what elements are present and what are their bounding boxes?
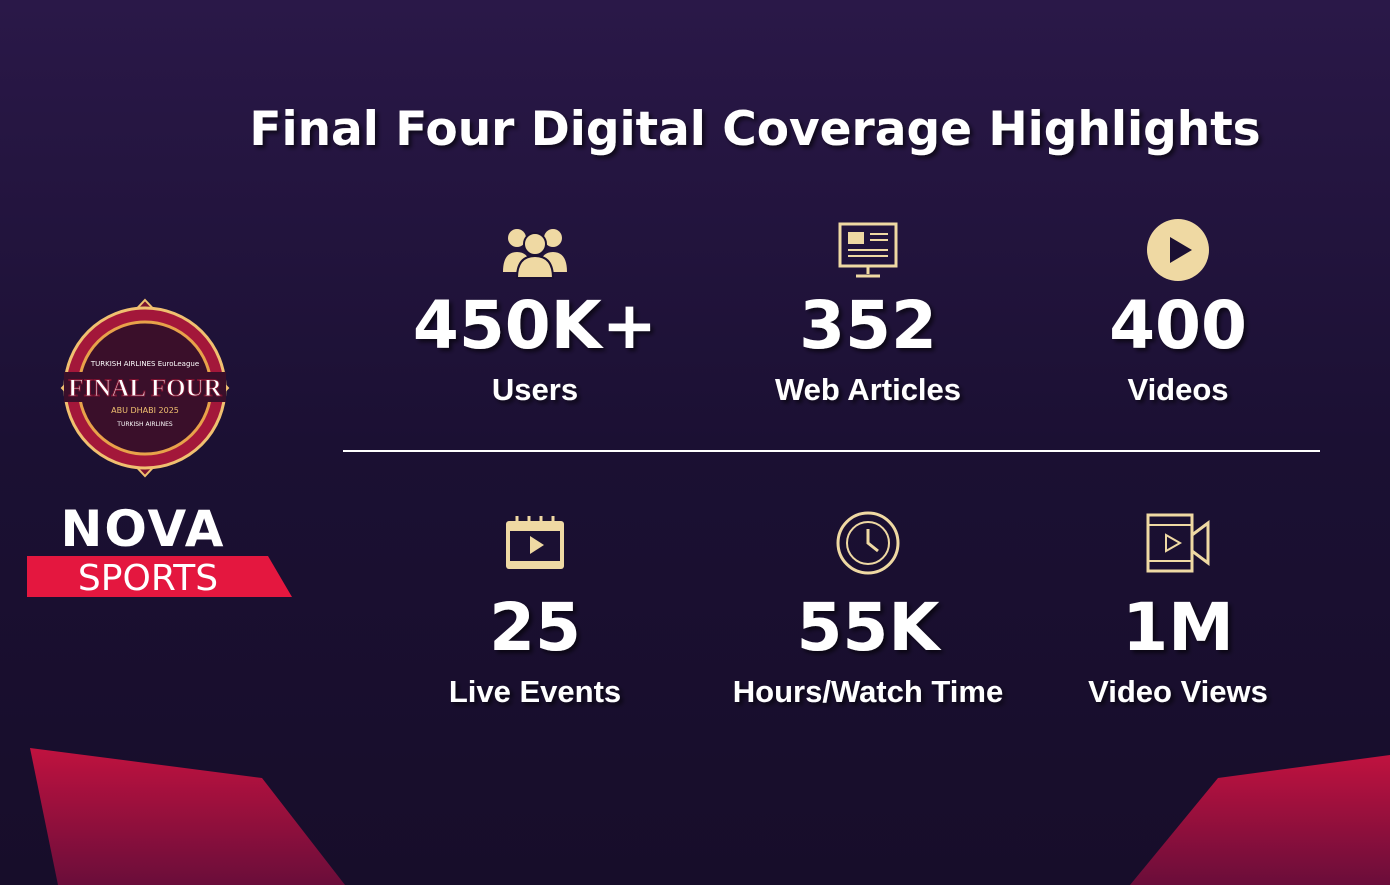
decor-shape <box>30 748 345 885</box>
logo-text: ABU DHABI 2025 <box>111 406 179 415</box>
logo-text: TURKISH AIRLINES <box>116 421 173 428</box>
icon-part <box>848 232 864 244</box>
icon-part <box>836 511 900 575</box>
icon-part <box>1165 533 1183 553</box>
brand-text: SPORTS <box>78 558 218 599</box>
stat-icon <box>506 516 564 569</box>
icon-part <box>1170 237 1192 263</box>
icon-part <box>515 254 555 279</box>
stat-value: 352 <box>799 287 937 364</box>
stat-icon <box>1147 219 1209 281</box>
stat-label: Live Events <box>449 674 621 709</box>
stat-icon <box>836 511 900 575</box>
icon-part <box>1190 520 1210 566</box>
stat-value: 400 <box>1109 287 1247 364</box>
stat-icon <box>838 222 898 278</box>
stat-label: Web Articles <box>775 372 961 407</box>
icon-part <box>1148 524 1192 562</box>
logo-text: TURKISH AIRLINES EuroLeague <box>90 360 199 368</box>
logo-text: FINAL FOUR <box>68 375 222 402</box>
icon-part <box>508 229 526 247</box>
stat-value: 55K <box>797 589 943 666</box>
icon-part <box>866 529 879 553</box>
stat-label: Users <box>492 372 578 407</box>
stat-value: 450K+ <box>413 287 657 364</box>
icon-part <box>515 516 555 526</box>
icon-part <box>856 266 880 278</box>
icon-part <box>848 233 888 257</box>
stat-label: Hours/Watch Time <box>733 674 1003 709</box>
icon-part <box>544 229 562 247</box>
title: Final Four Digital Coverage Highlights <box>249 102 1260 157</box>
event-logo: TURKISH AIRLINES EuroLeague FINAL FOUR A… <box>60 298 230 478</box>
icon-part <box>523 232 547 256</box>
icon-part <box>530 536 544 554</box>
icon-part <box>846 521 890 565</box>
decor-shape <box>1130 755 1390 885</box>
stat-label: Videos <box>1127 372 1228 407</box>
stat-value: 1M <box>1122 589 1234 666</box>
brand-text: NOVA <box>60 500 225 558</box>
stat-label: Video Views <box>1088 674 1268 709</box>
brand-logo: NOVA SPORTS <box>27 500 292 599</box>
stat-icon <box>503 229 567 279</box>
stat-icon <box>1146 513 1210 573</box>
stat-value: 25 <box>489 589 581 666</box>
